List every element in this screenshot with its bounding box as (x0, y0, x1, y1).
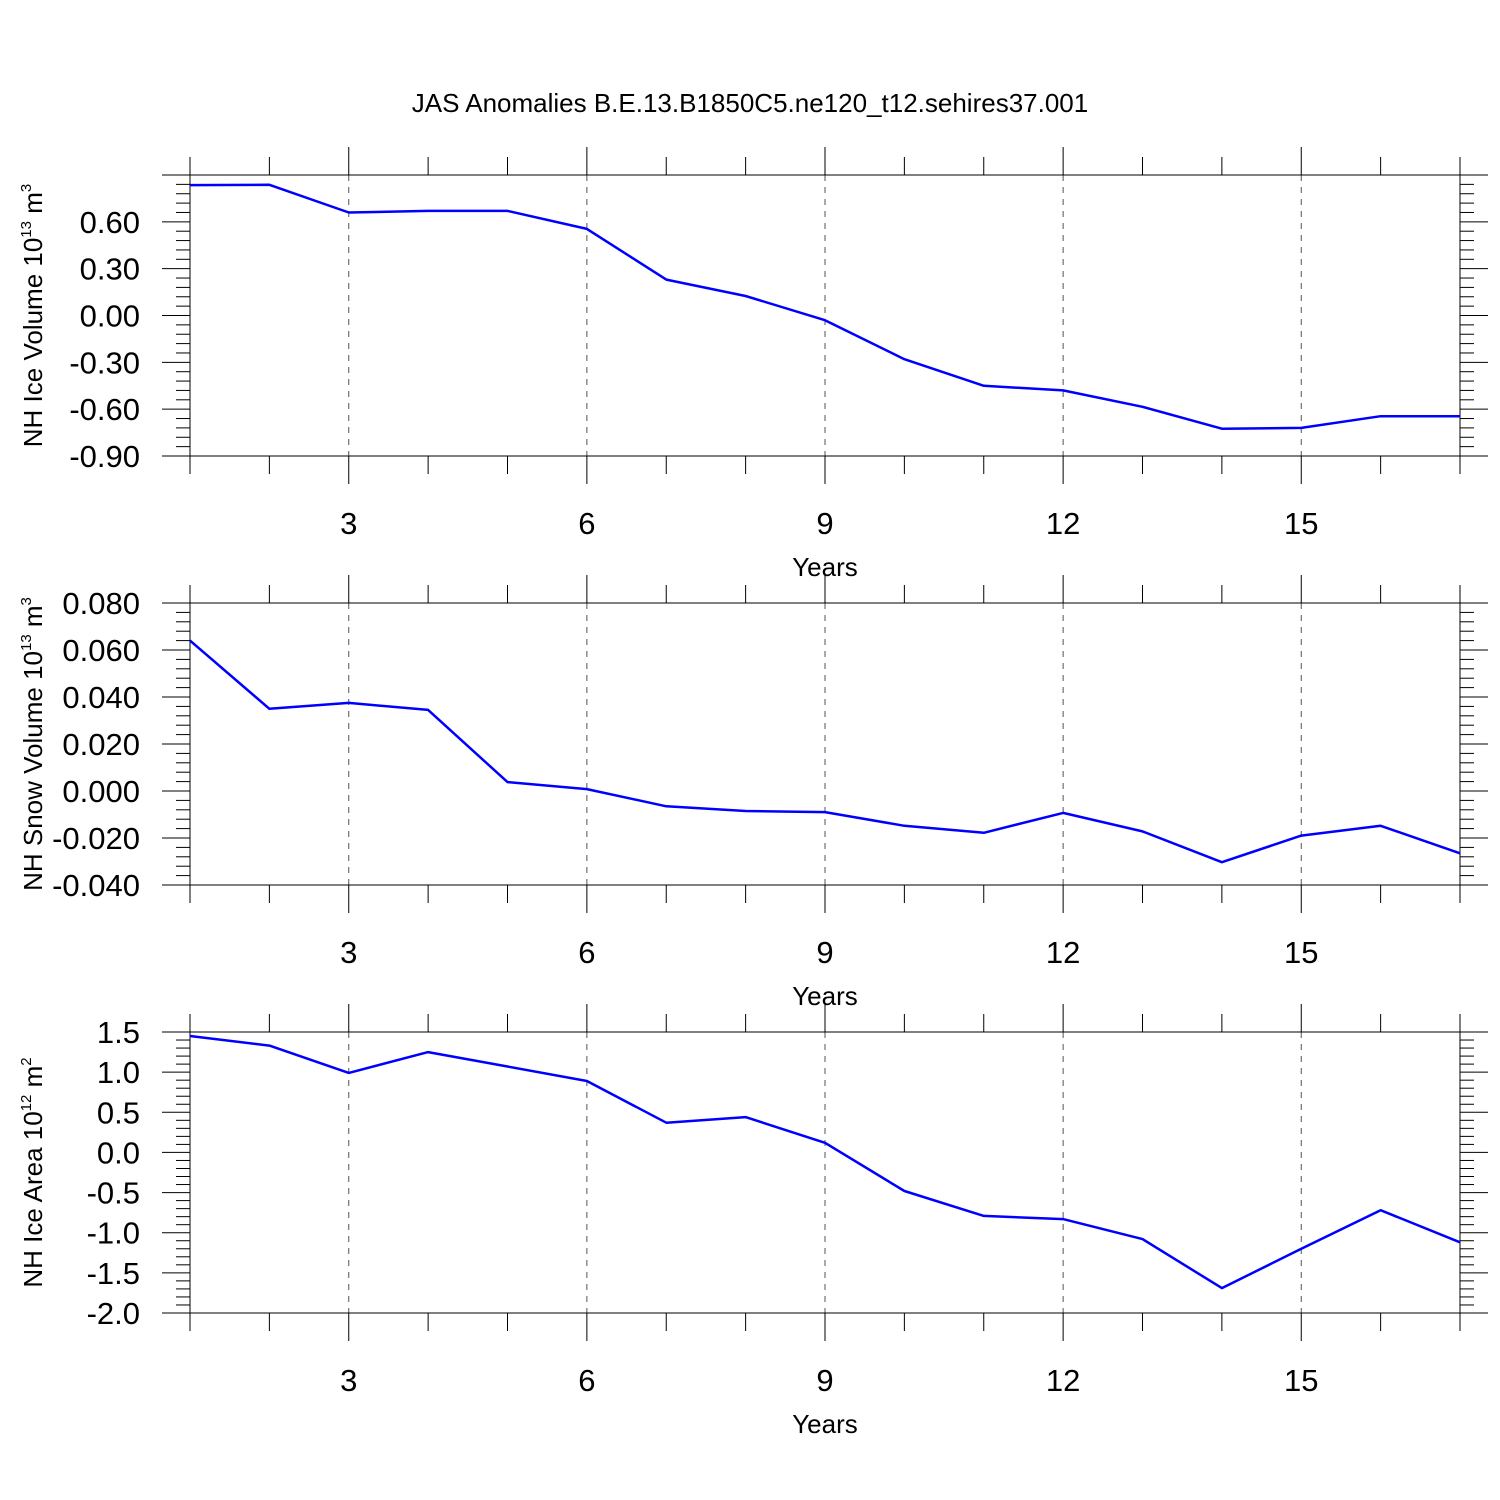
y-tick-label: -0.040 (52, 868, 140, 903)
x-tick-label: 3 (340, 506, 357, 541)
plot-frame-snow-volume (189, 602, 1461, 886)
y-tick-label: -2.0 (87, 1296, 140, 1331)
x-tick-label: 9 (816, 935, 833, 970)
x-tick-label: 3 (340, 935, 357, 970)
series-line-ice-volume (189, 183, 1460, 430)
x-tick-label: 12 (1046, 935, 1080, 970)
x-tick-label: 9 (816, 506, 833, 541)
x-tick-label: 9 (816, 1363, 833, 1398)
x-tick-label: 3 (340, 1363, 357, 1398)
plot-frame-ice-area (189, 1031, 1461, 1314)
x-tick-label: 6 (578, 935, 595, 970)
y-label-text: m (18, 1066, 48, 1095)
y-tick-label: -0.60 (69, 392, 140, 427)
y-tick-label: 0.040 (62, 680, 140, 715)
x-tick-label: 15 (1284, 506, 1318, 541)
y-label-text: m (18, 192, 48, 221)
y-label-text: NH Ice Area 10 (18, 1111, 48, 1287)
y-label-superscript: 13 (18, 221, 35, 238)
x-tick-label: 15 (1284, 935, 1318, 970)
y-tick-label: -0.5 (87, 1176, 140, 1211)
y-label-superscript: 13 (18, 634, 35, 651)
y-label-text: NH Snow Volume 10 (18, 651, 48, 891)
y-label-superscript: 2 (18, 1057, 35, 1065)
y-tick-label: 0.60 (80, 205, 140, 240)
y-tick-label: 0.5 (97, 1095, 140, 1130)
y-tick-label: 1.0 (97, 1055, 140, 1090)
y-tick-label: 0.0 (97, 1135, 140, 1170)
y-label-text: NH Ice Volume 10 (18, 238, 48, 448)
y-tick-label: 0.000 (62, 774, 140, 809)
x-tick-label: 6 (578, 1363, 595, 1398)
y-tick-label: -0.90 (69, 439, 140, 474)
plot-frame-ice-volume (189, 174, 1461, 457)
chart-panel-snow-volume: 3 6 9 12 15 -0.040 -0.020 0.000 0.020 0.040 0.060 0… (18, 575, 1488, 1011)
y-tick-label: 0.080 (62, 586, 140, 621)
y-axis-label: NH Snow Volume 1013 m3 (18, 597, 48, 891)
figure-title: JAS Anomalies B.E.13.B1850C5.ne120_t12.s… (412, 88, 1088, 118)
series-line-snow-volume (189, 639, 1461, 864)
x-axis-label: Years (792, 1409, 858, 1439)
y-label-text: m (18, 605, 48, 634)
chart-panel-ice-area: 3 6 9 12 15 -2.0 -1.5 -1.0 -0.5 0.0 0.5 1.0 1.5 Years… (18, 1004, 1488, 1439)
y-tick-label: 0.00 (80, 299, 140, 334)
y-tick-label: 0.060 (62, 633, 140, 668)
y-tick-label: -0.30 (69, 345, 140, 380)
chart-panel-ice-volume: 3 6 9 12 15-0.90-0.60-0.300.000.300.60YearsN… (18, 147, 1488, 582)
y-axis-label: NH Ice Area 1012 m2 (18, 1057, 48, 1287)
x-tick-label: 12 (1046, 506, 1080, 541)
y-tick-label: 1.5 (97, 1015, 140, 1050)
x-tick-label: 12 (1046, 1363, 1080, 1398)
x-tick-label: 15 (1284, 1363, 1318, 1398)
x-tick-label: 6 (578, 506, 595, 541)
panels: 3 6 9 12 15 -0.90 -0.60 -0.30 0.00 0.30 0.60 Years N… (18, 147, 1488, 1439)
y-axis-label: NH Ice Volume 1013 m3 (18, 184, 48, 447)
y-tick-label: -0.020 (52, 821, 140, 856)
y-label-superscript: 3 (18, 597, 35, 605)
y-tick-label: 0.30 (80, 252, 140, 287)
y-tick-label: -1.0 (87, 1216, 140, 1251)
y-label-superscript: 12 (18, 1095, 35, 1112)
y-tick-label: 0.020 (62, 727, 140, 762)
y-tick-label: -1.5 (87, 1256, 140, 1291)
y-label-superscript: 3 (18, 184, 35, 192)
